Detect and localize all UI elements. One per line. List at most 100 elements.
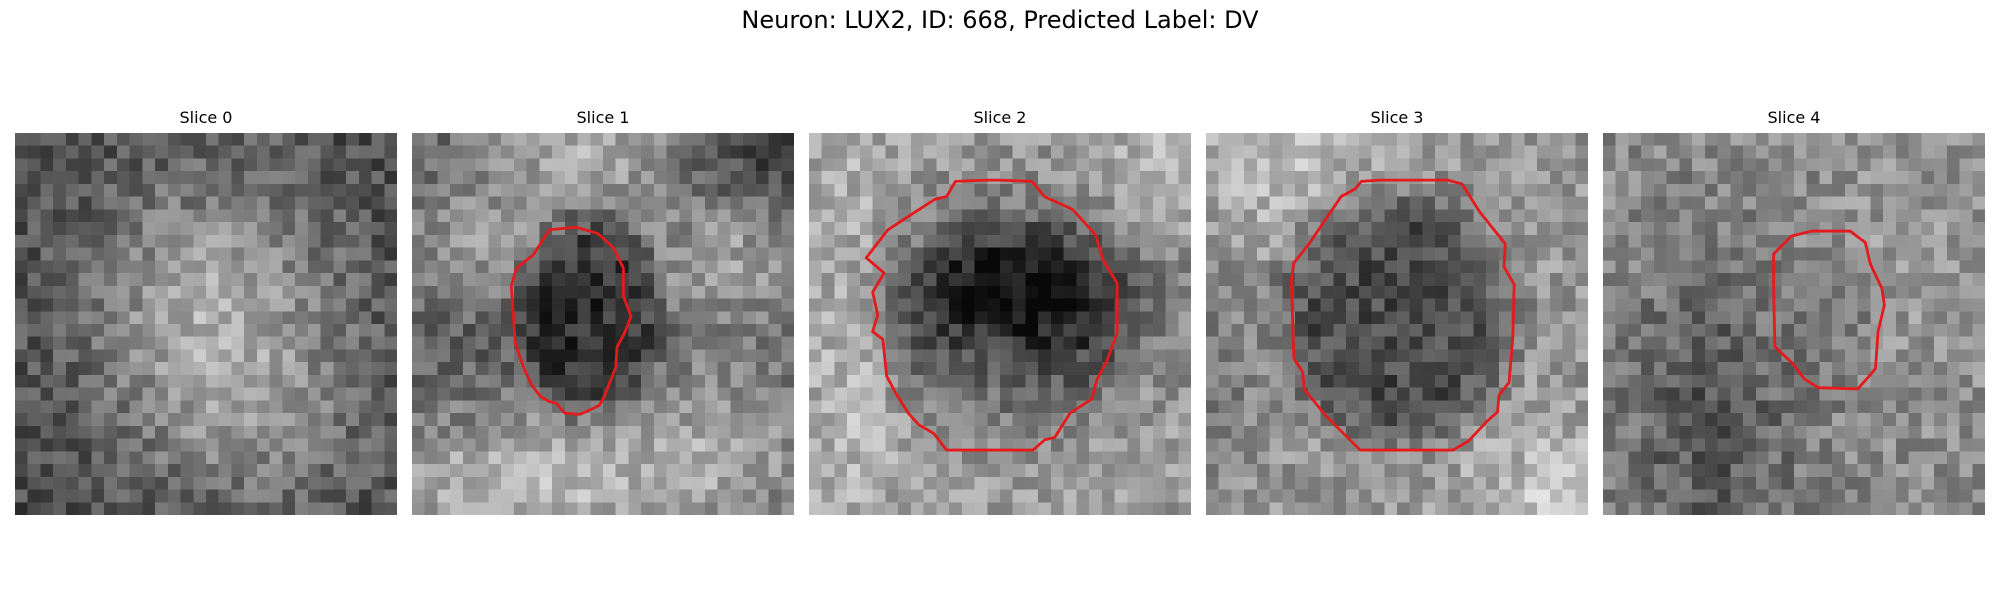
pixel xyxy=(1089,502,1102,515)
pixel xyxy=(193,438,206,452)
pixel xyxy=(1895,400,1909,414)
pixel xyxy=(53,171,66,184)
pixel xyxy=(488,387,502,401)
pixel xyxy=(1562,133,1576,146)
pixel xyxy=(116,183,130,197)
pixel xyxy=(231,502,245,515)
pixel xyxy=(371,158,385,172)
pixel xyxy=(1101,451,1115,465)
pixel xyxy=(526,400,540,414)
pixel xyxy=(859,171,873,184)
pixel xyxy=(577,451,591,465)
pixel xyxy=(412,311,425,324)
pixel xyxy=(1218,324,1232,337)
pixel xyxy=(1511,324,1525,337)
pixel xyxy=(358,362,372,375)
pixel xyxy=(1844,234,1858,248)
pixel xyxy=(1730,438,1744,452)
pixel xyxy=(1908,222,1922,235)
pixel xyxy=(269,260,283,274)
pixel xyxy=(1959,324,1973,337)
pixel xyxy=(1666,476,1680,490)
pixel xyxy=(1666,260,1680,274)
pixel xyxy=(577,196,591,210)
pixel xyxy=(437,145,451,159)
pixel xyxy=(1050,324,1064,337)
pixel xyxy=(1641,273,1654,286)
pixel xyxy=(1832,158,1845,172)
pixel xyxy=(1819,183,1833,197)
pixel xyxy=(1127,222,1141,235)
pixel xyxy=(1206,285,1219,299)
pixel xyxy=(27,476,41,490)
pixel xyxy=(1307,171,1321,184)
pixel xyxy=(1178,476,1191,490)
pixel xyxy=(1615,400,1629,414)
pixel xyxy=(743,502,756,515)
pixel xyxy=(424,438,438,452)
pixel xyxy=(679,349,693,363)
pixel xyxy=(1524,222,1538,235)
pixel xyxy=(821,362,835,375)
pixel xyxy=(1127,133,1141,146)
pixel xyxy=(1371,413,1385,426)
pixel xyxy=(1717,489,1731,503)
pixel xyxy=(1140,502,1153,515)
pixel xyxy=(358,222,372,235)
pixel xyxy=(1755,400,1769,414)
pixel xyxy=(1435,413,1448,426)
pixel xyxy=(412,158,425,172)
pixel xyxy=(384,133,397,146)
pixel xyxy=(1282,234,1296,248)
pixel xyxy=(256,502,270,515)
pixel xyxy=(1692,387,1705,401)
pixel xyxy=(526,438,540,452)
pixel xyxy=(1806,489,1820,503)
pixel xyxy=(1358,158,1372,172)
pixel xyxy=(1012,336,1026,350)
pixel xyxy=(1819,273,1833,286)
pixel xyxy=(1114,476,1128,490)
pixel xyxy=(768,374,782,388)
pixel xyxy=(809,298,822,312)
pixel xyxy=(1921,273,1935,286)
pixel xyxy=(256,171,270,184)
pixel xyxy=(1730,209,1744,223)
pixel xyxy=(1921,336,1935,350)
pixel xyxy=(1806,171,1820,184)
pixel xyxy=(1857,158,1871,172)
pixel xyxy=(104,196,117,210)
pixel xyxy=(1435,438,1448,452)
pixel xyxy=(1562,222,1576,235)
pixel xyxy=(1231,387,1245,401)
pixel xyxy=(1140,222,1153,235)
pixel xyxy=(628,502,642,515)
pixel xyxy=(809,260,822,274)
pixel xyxy=(1575,387,1588,401)
pixel xyxy=(1140,209,1153,223)
pixel xyxy=(1050,298,1064,312)
pixel xyxy=(653,451,667,465)
pixel xyxy=(501,489,514,503)
pixel xyxy=(488,133,502,146)
pixel xyxy=(1165,196,1179,210)
pixel xyxy=(872,413,886,426)
pixel xyxy=(987,298,1000,312)
pixel xyxy=(730,362,744,375)
pixel xyxy=(358,336,372,350)
pixel xyxy=(27,451,41,465)
pixel xyxy=(1666,425,1680,439)
pixel xyxy=(1269,438,1283,452)
pixel xyxy=(1549,171,1563,184)
pixel xyxy=(116,298,130,312)
pixel xyxy=(488,183,502,197)
pixel xyxy=(78,489,92,503)
pixel xyxy=(1256,451,1270,465)
pixel xyxy=(1704,133,1718,146)
pixel xyxy=(974,298,988,312)
pixel xyxy=(1972,387,1985,401)
pixel xyxy=(1794,196,1807,210)
pixel xyxy=(1615,145,1629,159)
pixel xyxy=(679,260,693,274)
pixel xyxy=(437,196,451,210)
